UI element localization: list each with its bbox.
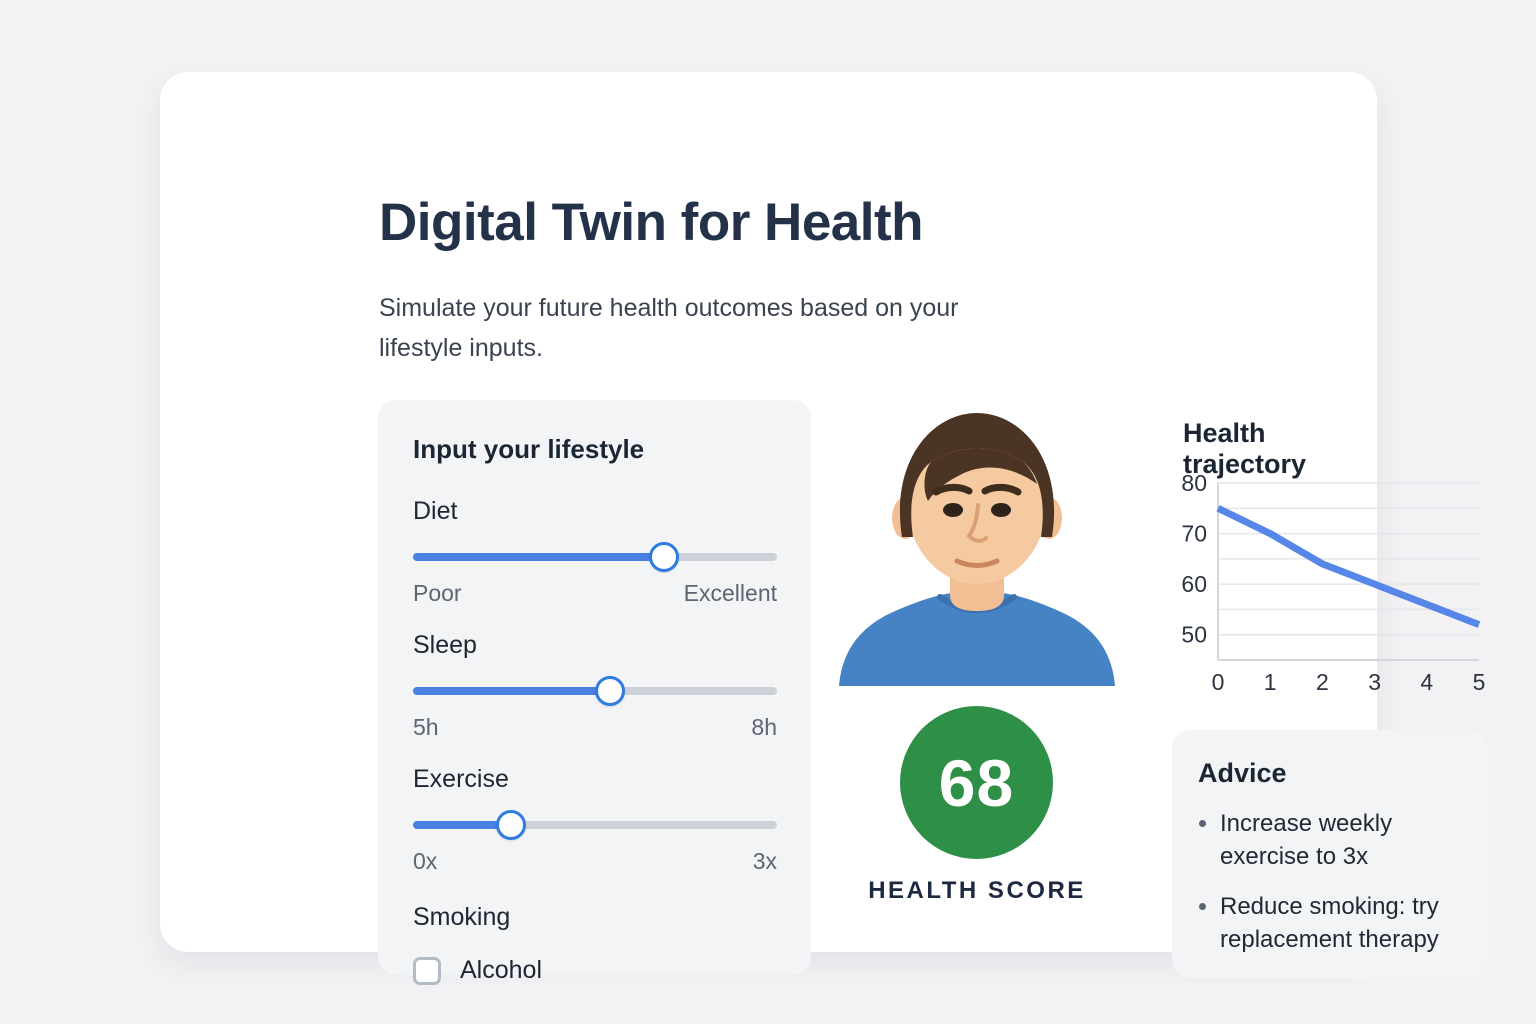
- slider-thumb[interactable]: [649, 542, 680, 572]
- health-score-badge: 68: [900, 706, 1053, 859]
- slider-group-diet: Diet Poor Excellent: [413, 497, 777, 607]
- avatar-hair-fringe: [924, 448, 1037, 501]
- slider-thumb[interactable]: [496, 810, 527, 840]
- trajectory-chart: 50 60 70 80 0 1 2 3 4 5: [1181, 472, 1486, 695]
- advice-panel: Advice Increase weekly exercise to 3x Red…: [1172, 730, 1487, 978]
- slider-group-exercise: Exercise 0x 3x: [413, 765, 777, 875]
- slider-label: Sleep: [413, 631, 477, 659]
- alcohol-checkbox-label: Alcohol: [460, 956, 542, 984]
- slider-fill: [413, 687, 610, 695]
- advice-heading: Advice: [1198, 758, 1287, 788]
- slider-max-label: Excellent: [683, 580, 777, 606]
- slider-min-label: Poor: [413, 580, 462, 606]
- slider-thumb[interactable]: [594, 676, 625, 706]
- avatar-eyebrow-left: [932, 483, 973, 496]
- lifestyle-heading: Input your lifestyle: [413, 434, 645, 464]
- slider-min-label: 0x: [413, 848, 438, 874]
- alcohol-checkbox-row: Alcohol: [413, 956, 777, 985]
- avatar-eyebrow-right: [981, 483, 1022, 496]
- x-tick-label: 4: [1420, 669, 1433, 695]
- slider-minmax: 0x 3x: [413, 848, 777, 875]
- diet-slider[interactable]: [413, 542, 777, 572]
- avatar-shirt: [839, 591, 1115, 686]
- avatar-svg: [839, 413, 1115, 686]
- slider-track[interactable]: [413, 821, 777, 829]
- sleep-slider[interactable]: [413, 676, 777, 706]
- advice-item: Reduce smoking: try replacement therapy: [1220, 890, 1463, 956]
- x-tick-label: 5: [1473, 669, 1486, 695]
- main-card: Digital Twin for Health Simulate your fu…: [160, 72, 1487, 985]
- slider-max-label: 3x: [752, 848, 777, 874]
- slider-fill: [413, 821, 512, 829]
- alcohol-checkbox[interactable]: [413, 956, 441, 985]
- advice-list: Increase weekly exercise to 3x Reduce smo…: [1198, 807, 1463, 956]
- avatar-illustration: [836, 399, 1118, 686]
- slider-minmax: 5h 8h: [413, 714, 777, 741]
- page-title: Digital Twin for Health: [379, 193, 924, 252]
- slider-min-label: 5h: [413, 714, 439, 740]
- smoking-label: Smoking: [413, 903, 511, 931]
- slider-group-sleep: Sleep 5h 8h: [413, 631, 777, 741]
- trajectory-line: [1216, 505, 1481, 628]
- x-tick-label: 3: [1368, 669, 1381, 695]
- slider-label: Exercise: [413, 765, 509, 793]
- page-subtitle: Simulate your future health outcomes bas…: [379, 294, 959, 362]
- avatar-mouth: [954, 558, 1000, 568]
- lifestyle-panel: Input your lifestyle Diet Poor Excellent…: [378, 400, 811, 985]
- slider-track[interactable]: [413, 553, 777, 561]
- x-tick-label: 2: [1316, 669, 1329, 695]
- x-tick-label: 0: [1212, 669, 1225, 695]
- health-score-label: HEALTH SCORE: [868, 877, 1086, 904]
- chart-title: Health trajectory: [1183, 418, 1307, 479]
- x-tick-label: 1: [1264, 669, 1277, 695]
- slider-fill: [413, 553, 665, 561]
- y-tick-label: 70: [1181, 521, 1207, 547]
- y-tick-label: 80: [1181, 472, 1207, 496]
- avatar-hair: [899, 413, 1055, 537]
- avatar-nose: [966, 503, 988, 543]
- y-tick-label: 50: [1181, 622, 1207, 648]
- y-tick-label: 60: [1181, 571, 1207, 597]
- slider-minmax: Poor Excellent: [413, 580, 777, 607]
- slider-max-label: 8h: [751, 714, 777, 740]
- avatar-eye-right: [991, 503, 1011, 517]
- health-score-value: 68: [938, 745, 1015, 820]
- slider-label: Diet: [413, 497, 458, 525]
- advice-item: Increase weekly exercise to 3x: [1220, 807, 1463, 873]
- avatar-eye-left: [943, 503, 963, 517]
- sliders: Diet Poor Excellent Sleep 5h 8h Exercise…: [413, 497, 777, 875]
- exercise-slider[interactable]: [413, 810, 777, 840]
